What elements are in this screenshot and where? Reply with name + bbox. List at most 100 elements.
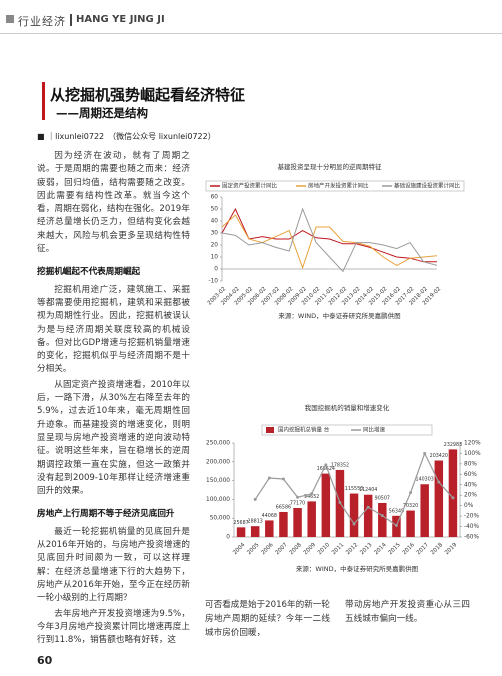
- legend-label: 固定资产投资累计同比: [222, 182, 278, 190]
- x-tick-label: 2015: [388, 542, 402, 556]
- y-tick-label: 200,000: [206, 459, 230, 465]
- legend-label: 同比增速: [363, 426, 386, 434]
- point: [451, 496, 455, 500]
- chart-source: 来源：WIND，中泰证券研究所吴嘉鹏供图: [278, 311, 400, 320]
- y2-tick-label: -20%: [464, 514, 479, 520]
- section-heading: 挖掘机崛起不代表周期崛起: [37, 267, 141, 278]
- y2-tick-label: 100%: [464, 451, 481, 457]
- chart-title: 我国挖掘机的销量和增速变化: [305, 403, 390, 412]
- y-tick-label: 50: [211, 207, 219, 213]
- point: [267, 476, 271, 480]
- header-divider: [70, 14, 72, 26]
- x-tick-label: 2005: [246, 542, 260, 556]
- legend-label: 基础设施建设投资累计同比: [394, 182, 461, 190]
- legend-swatch: [266, 427, 274, 433]
- title-accent: [42, 82, 45, 120]
- series-line: [221, 207, 438, 273]
- paragraph: 去年房地产开发投资增速为9.5%，今年3月房地产投资累计同比增速再度上行到11.…: [37, 608, 190, 646]
- y-tick-label: 150,000: [206, 478, 230, 484]
- point: [437, 480, 441, 484]
- bar: [420, 484, 429, 537]
- series-line: [221, 207, 437, 263]
- y-tick-label: 50,000: [210, 516, 231, 522]
- bar: [363, 494, 373, 537]
- point: [352, 522, 356, 526]
- x-tick-label: 2009: [303, 542, 317, 556]
- x-tick-label: 2011: [331, 542, 345, 556]
- y2-tick-label: -60%: [464, 535, 479, 541]
- bottom-text: 可否看成是始于2016年的新一轮房地产周期的延续？今年一二线城市房价回暖，: [205, 600, 330, 638]
- bar-value-label: 203420: [430, 453, 448, 459]
- page-number: 60: [37, 654, 53, 667]
- header-icon: [6, 15, 14, 23]
- bar: [406, 510, 415, 537]
- bar-value-label: 90507: [375, 495, 390, 501]
- y2-tick-label: -40%: [464, 524, 479, 530]
- y-tick-label: 0: [214, 267, 218, 273]
- section-pinyin: HANG YE JING JI: [76, 14, 165, 25]
- bar: [307, 501, 316, 537]
- bar-value-label: 178352: [331, 462, 349, 468]
- bar-value-label: 232983: [444, 442, 462, 448]
- header-rule: [0, 33, 502, 34]
- point: [296, 495, 300, 499]
- y-tick-label: 0: [226, 535, 230, 541]
- x-tick-label: 2007: [275, 542, 289, 556]
- bottom-text: 带动房地产开发投资重心从三四五线城市偏向一线。: [345, 600, 470, 624]
- bar-value-label: 140303: [416, 477, 434, 483]
- paragraph: 从固定资产投资增速看，2010年以后，一路下滑，从30%左右降至去年的5.9%，…: [37, 379, 190, 497]
- y-tick-label: 30: [211, 231, 219, 237]
- legend-frame: [205, 180, 465, 192]
- point: [394, 524, 398, 528]
- left-column: 因为经济在波动，就有了周期之说。于是周期的需要也随之而来：经济疲弱，回归均值，结…: [37, 150, 190, 649]
- article-title: 从挖掘机强势崛起看经济特征: [50, 86, 246, 104]
- y-tick-label: -10: [209, 279, 219, 285]
- chart-title: 基建投资呈现十分明显的逆周期特征: [278, 162, 383, 171]
- bar-value-label: 94652: [304, 494, 319, 500]
- x-tick-label: 2014: [373, 542, 387, 556]
- bar: [448, 449, 458, 537]
- section-name: 行业经济: [18, 15, 66, 28]
- y-tick-label: 10: [211, 255, 219, 261]
- point: [324, 463, 328, 467]
- point: [338, 501, 342, 505]
- y-tick-label: 20: [211, 243, 219, 249]
- x-tick-label: 2004: [232, 542, 246, 556]
- bar-value-label: 70320: [403, 503, 418, 509]
- bar-value-label: 28813: [248, 519, 263, 525]
- y-tick-label: 40: [211, 219, 219, 225]
- x-tick-label: 2019: [444, 542, 458, 556]
- bar: [293, 507, 302, 537]
- paragraph: 最近一轮挖掘机销量的见底回升是从2016年开始的，与房地产投资增速的见底回升时间…: [37, 526, 190, 604]
- point: [281, 477, 285, 481]
- y2-tick-label: 0%: [464, 503, 474, 509]
- bar-value-label: 77170: [290, 500, 305, 506]
- chart-source: 来源：WIND，中泰证券研究所吴嘉鹏供图: [296, 564, 418, 573]
- byline: ■ ｜lixunlei0722 （微信公众号 lixunlei0722）: [37, 132, 216, 141]
- bar-value-label: 66586: [276, 504, 291, 510]
- y2-tick-label: 20%: [464, 493, 477, 499]
- x-tick-label: 2016: [402, 542, 416, 556]
- paragraph: 挖掘机用途广泛，建筑施工、采掘等都需要使用挖掘机，建筑和采掘都被视为周期性行业。…: [37, 284, 190, 375]
- bar: [279, 511, 288, 537]
- article-subtitle: ——周期还是结构: [56, 106, 148, 120]
- legend-label: 国内挖掘机总销量 台: [278, 426, 330, 434]
- x-tick-label: 2010: [317, 542, 331, 556]
- y-tick-label: 60: [211, 195, 219, 201]
- point: [253, 497, 257, 501]
- point: [409, 491, 413, 495]
- x-tick-label: 2013: [359, 542, 373, 556]
- y2-tick-label: 120%: [464, 441, 481, 447]
- y-tick-label: 100,000: [206, 497, 230, 503]
- bar-value-label: 168624: [317, 466, 335, 472]
- bar: [250, 526, 260, 537]
- bar: [349, 493, 359, 537]
- series-line: [221, 214, 438, 270]
- x-tick-label: 2006: [260, 542, 274, 556]
- x-tick-label: 2017: [416, 542, 430, 556]
- y2-tick-label: 60%: [464, 472, 477, 478]
- section-heading: 房地产上行周期不等于经济见底回升: [37, 509, 175, 520]
- y2-tick-label: 80%: [464, 461, 477, 467]
